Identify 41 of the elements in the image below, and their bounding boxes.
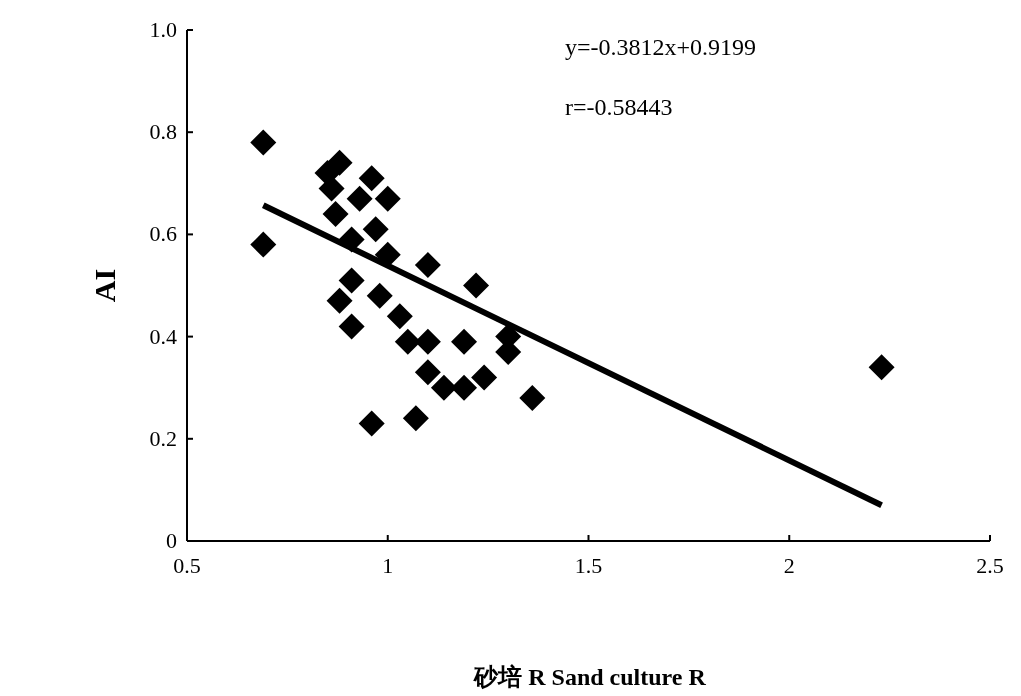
y-tick-label: 0 [166, 528, 177, 553]
point [868, 354, 895, 381]
point [394, 328, 421, 355]
x-tick-label: 2 [783, 553, 795, 578]
point [358, 410, 385, 437]
x-tick-label: 0.5 [173, 553, 201, 578]
point [322, 200, 349, 227]
x-axis-title: 砂培 R Sand culture R [473, 664, 707, 690]
annotation: y=-0.3812x+0.9199 [565, 34, 757, 60]
point [338, 313, 365, 340]
point [250, 129, 277, 156]
point [362, 216, 389, 243]
y-tick-label: 0.2 [149, 425, 177, 451]
annotation: r=-0.58443 [565, 94, 673, 120]
y-tick-label: 0.8 [149, 119, 177, 145]
point [451, 374, 478, 401]
point [358, 165, 385, 192]
point [346, 185, 373, 212]
point [471, 364, 498, 391]
point [402, 405, 429, 432]
point [430, 374, 457, 401]
point [463, 272, 490, 299]
x-tick-label: 1 [382, 553, 394, 578]
y-axis-title: AI [88, 268, 121, 303]
x-tick-label: 2.5 [976, 553, 1004, 578]
y-tick-label: 0.6 [149, 221, 177, 247]
point [451, 328, 478, 355]
y-tick-label: 1.0 [149, 17, 177, 42]
point [386, 303, 413, 330]
point [374, 185, 401, 212]
point [250, 231, 277, 258]
point [414, 328, 441, 355]
point [519, 384, 546, 411]
point [326, 287, 353, 314]
point [414, 359, 441, 386]
point [338, 267, 365, 294]
point [414, 252, 441, 279]
y-tick-label: 0.4 [149, 323, 177, 349]
point [366, 282, 393, 309]
point [318, 175, 345, 202]
x-tick-label: 1.5 [574, 553, 603, 578]
